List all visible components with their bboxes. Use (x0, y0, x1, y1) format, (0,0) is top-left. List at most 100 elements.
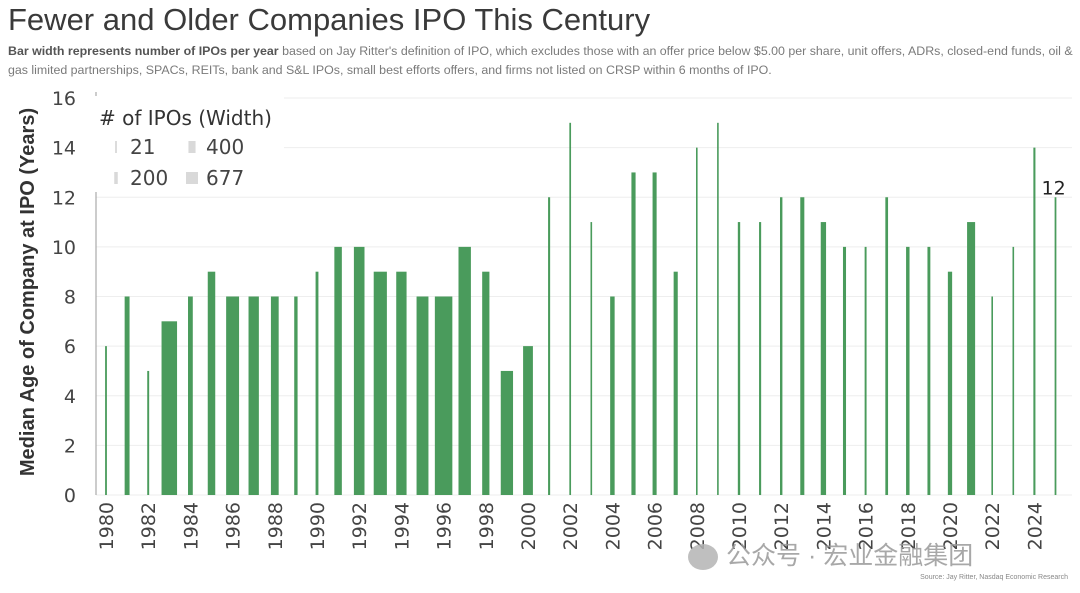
x-tick-label: 2016 (856, 502, 878, 550)
legend-swatch (188, 141, 196, 153)
bar-2020 (947, 271, 953, 495)
bar-2000 (523, 346, 533, 495)
bar-1998 (482, 271, 490, 495)
x-tick-label: 2008 (687, 502, 709, 550)
bar-1994 (396, 271, 407, 495)
chart-title: Fewer and Older Companies IPO This Centu… (8, 2, 651, 37)
y-tick-label: 14 (52, 138, 76, 160)
bar-1980 (105, 346, 107, 495)
legend-label: 200 (130, 166, 168, 190)
y-axis-label: Median Age of Company at IPO (Years) (17, 108, 39, 476)
bar-2017 (885, 197, 889, 495)
wechat-logo-icon (688, 544, 718, 571)
legend-label: 21 (130, 135, 155, 159)
bar-2021 (967, 222, 976, 495)
bar-2015 (842, 246, 847, 495)
y-tick-label: 8 (64, 287, 76, 309)
bar-1996 (434, 296, 453, 495)
x-tick-label: 2002 (560, 502, 582, 550)
x-tick-label: 1992 (349, 502, 371, 550)
bar-2023 (1012, 246, 1015, 495)
bar-1986 (226, 296, 240, 495)
bar-2024 (1033, 147, 1036, 495)
subtitle-text: based on Jay Ritter's definition of IPO,… (8, 44, 1073, 77)
bars (105, 122, 1057, 495)
bar-1984 (188, 296, 193, 495)
bar-2014 (820, 222, 827, 495)
x-tick-label: 2018 (898, 502, 920, 550)
legend-label: 400 (206, 135, 244, 159)
bar-2003 (590, 222, 593, 495)
bar-2004 (610, 296, 615, 495)
data-labels: 12 (1042, 177, 1066, 199)
x-tick-label: 1984 (180, 502, 202, 550)
legend-swatch (186, 172, 198, 184)
bar-2009 (717, 122, 719, 495)
bar-2018 (906, 246, 910, 495)
bar-2001 (548, 197, 551, 495)
x-tick-label: 2000 (518, 502, 540, 550)
y-tick-label: 12 (52, 187, 76, 209)
bar-1982 (147, 370, 150, 495)
bar-2005 (631, 172, 636, 495)
y-tick-label: 0 (64, 485, 76, 507)
y-axis-ticks: 0 2 4 6 8 10 12 14 16 (52, 88, 76, 507)
bar-1997 (458, 246, 471, 495)
legend-title: # of IPOs (Width) (99, 106, 272, 130)
bar-2012 (779, 197, 783, 495)
subtitle-bold: Bar width represents number of IPOs per … (8, 44, 279, 58)
bar-2013 (800, 197, 805, 495)
chart-subtitle: Bar width represents number of IPOs per … (8, 42, 1076, 80)
bar-1995 (416, 296, 429, 495)
x-tick-label: 2012 (771, 502, 793, 550)
bar-1985 (207, 271, 216, 495)
x-tick-label: 2006 (645, 502, 667, 550)
legend-swatch (114, 172, 118, 184)
bar-2016 (864, 246, 867, 495)
x-tick-label: 2020 (940, 502, 962, 550)
bar-2019 (927, 246, 931, 495)
y-tick-label: 16 (52, 88, 76, 110)
x-tick-label: 2014 (813, 502, 835, 550)
x-tick-label: 1996 (434, 502, 456, 550)
data-label: 12 (1042, 177, 1066, 199)
x-tick-label: 2024 (1024, 502, 1046, 550)
bar-1999 (500, 370, 514, 495)
watermark-text: 公众号 · 宏业金融集团 (726, 542, 974, 570)
bar-1991 (334, 246, 342, 495)
x-tick-label: 2004 (602, 502, 624, 550)
x-tick-label: 1998 (476, 502, 498, 550)
bar-1988 (270, 296, 279, 495)
bar-2010 (737, 222, 741, 495)
legend: # of IPOs (Width) 21 400 200 677 (90, 96, 284, 192)
bar-1993 (373, 271, 387, 495)
bar-2007 (673, 271, 678, 495)
bar-2022 (991, 296, 993, 495)
y-tick-label: 2 (64, 435, 76, 457)
bar-2025 (1054, 197, 1057, 495)
x-axis-ticks: 1980 1982 1984 1986 1988 1990 1992 1994 1996 1998… (96, 502, 1046, 550)
y-tick-label: 4 (64, 386, 76, 408)
source-note: Source: Jay Ritter, Nasdaq Economic Rese… (920, 574, 1068, 581)
x-tick-label: 1994 (391, 502, 413, 550)
bar-2006 (652, 172, 657, 495)
y-tick-label: 10 (52, 237, 76, 259)
x-tick-label: 1986 (223, 502, 245, 550)
legend-swatch (115, 141, 117, 153)
x-tick-label: 1982 (138, 502, 160, 550)
bar-1987 (248, 296, 259, 495)
bar-2008 (696, 147, 698, 495)
legend-label: 677 (206, 166, 244, 190)
bar-2002 (569, 122, 572, 495)
watermark: 公众号 · 宏业金融集团 (688, 536, 973, 572)
y-tick-label: 6 (64, 336, 76, 358)
bar-1981 (124, 296, 130, 495)
bar-2011 (759, 222, 762, 495)
bar-1992 (353, 246, 365, 495)
bar-1983 (161, 321, 178, 495)
x-tick-label: 2022 (982, 502, 1004, 550)
x-tick-label: 1980 (96, 502, 118, 550)
bar-1990 (315, 271, 319, 495)
bar-1989 (294, 296, 298, 495)
